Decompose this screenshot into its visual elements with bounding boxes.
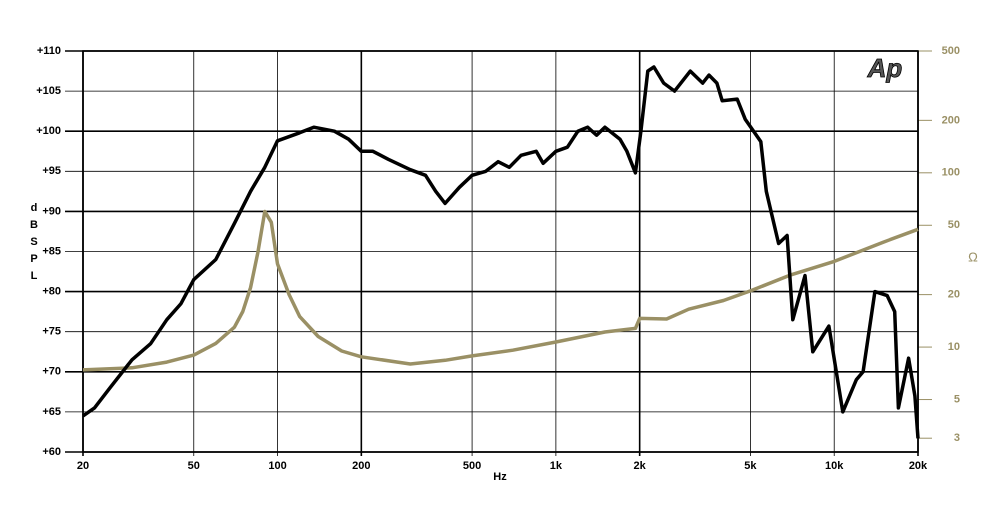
- x-tick-label: 1k: [550, 460, 563, 472]
- y-tick-label: +65: [42, 406, 61, 418]
- x-tick-label: 100: [268, 460, 286, 472]
- y2-tick-label: 20: [948, 289, 960, 301]
- x-tick-label: 10k: [825, 460, 844, 472]
- y2-axis-label: Ω: [968, 249, 978, 264]
- x-tick-label: 200: [352, 460, 370, 472]
- y-tick-label: +85: [42, 245, 61, 257]
- x-tick-label: 50: [188, 460, 200, 472]
- y-axis-label: dB SPL: [30, 202, 42, 282]
- x-tick-label: 20: [77, 460, 89, 472]
- x-tick-label: 5k: [744, 460, 757, 472]
- x-axis-label: Hz: [493, 471, 507, 483]
- y-tick-label: +75: [42, 326, 61, 338]
- y2-tick-label: 10: [948, 341, 960, 353]
- y2-tick-label: 50: [948, 219, 960, 231]
- y-tick-label: +100: [36, 125, 61, 137]
- plot-frame: [82, 50, 919, 453]
- y2-tick-label: 500: [942, 45, 960, 57]
- y-tick-label: +90: [42, 205, 61, 217]
- y2-tick-label: 100: [942, 167, 960, 179]
- y-tick-label: +80: [42, 286, 61, 298]
- y2-tick-label: 3: [954, 432, 960, 444]
- series-line: [82, 65, 920, 439]
- y2-tick-label: 200: [942, 114, 960, 126]
- y-tick-label: +60: [42, 446, 61, 458]
- x-tick-label: 500: [463, 460, 481, 472]
- y-tick-label: +95: [42, 165, 61, 177]
- y-tick-label: +105: [36, 85, 61, 97]
- y2-tick-label: 5: [954, 393, 960, 405]
- logo: Ap: [867, 53, 903, 83]
- x-tick-label: 2k: [634, 460, 647, 472]
- y-tick-label: +110: [37, 45, 61, 57]
- series-line: [82, 209, 919, 372]
- x-tick-label: 20k: [909, 460, 928, 472]
- y-tick-label: +70: [42, 366, 61, 378]
